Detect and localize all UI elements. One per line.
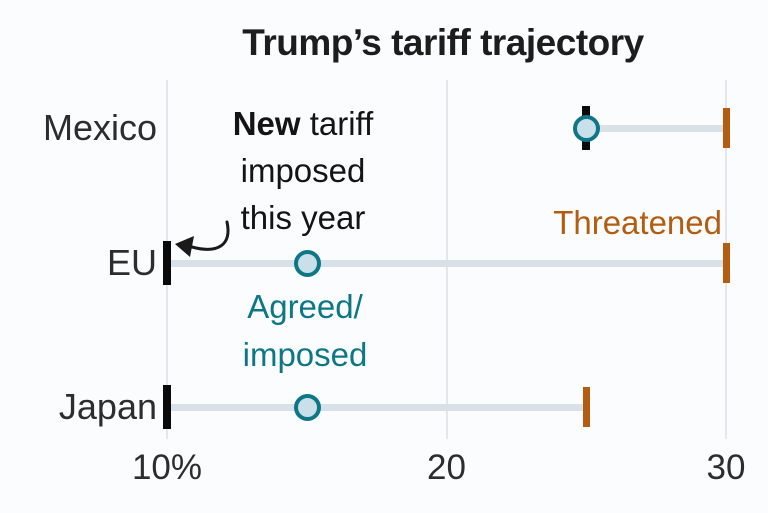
row-label-eu: EU xyxy=(106,242,157,283)
agreed-imposed-circle-marker xyxy=(573,115,601,142)
annotation-new-tariff-line1: New tariff xyxy=(198,100,408,147)
annotation-new-tariff-line2: imposed xyxy=(240,152,366,189)
agreed-imposed-circle-marker xyxy=(293,394,321,421)
legend-agreed-imposed: Agreed/ imposed xyxy=(205,283,405,379)
range-line-japan xyxy=(167,404,587,411)
range-line-eu xyxy=(167,260,726,267)
row-label-mexico: Mexico xyxy=(42,107,157,148)
range-line-mexico xyxy=(586,125,726,132)
new-imposed-tick-marker xyxy=(163,241,171,285)
x-axis-tick-label-20: 20 xyxy=(427,448,466,487)
annotation-tariff-word: tariff xyxy=(300,105,374,142)
legend-agreed-line2: imposed xyxy=(242,336,368,373)
new-imposed-tick-marker xyxy=(163,385,171,429)
agreed-imposed-circle-marker xyxy=(293,250,321,277)
chart-title: Trump’s tariff trajectory xyxy=(242,22,644,63)
annotation-new-tariff-line3: this year xyxy=(240,199,366,236)
row-label-japan: Japan xyxy=(58,386,157,427)
annotation-new-word: New xyxy=(232,105,301,142)
legend-agreed-line1: Agreed/ xyxy=(247,288,363,325)
legend-threatened: Threatened xyxy=(553,204,722,241)
threatened-tick-marker xyxy=(723,108,730,148)
gridline-20 xyxy=(445,80,448,439)
annotation-arrow-icon xyxy=(175,220,230,257)
threatened-tick-marker xyxy=(583,387,591,427)
x-axis-tick-label-30: 30 xyxy=(706,448,746,487)
threatened-tick-marker xyxy=(723,243,730,283)
x-axis-tick-label-10: 10% xyxy=(131,448,203,487)
annotation-new-tariff: New tariff imposed this year xyxy=(198,100,408,241)
